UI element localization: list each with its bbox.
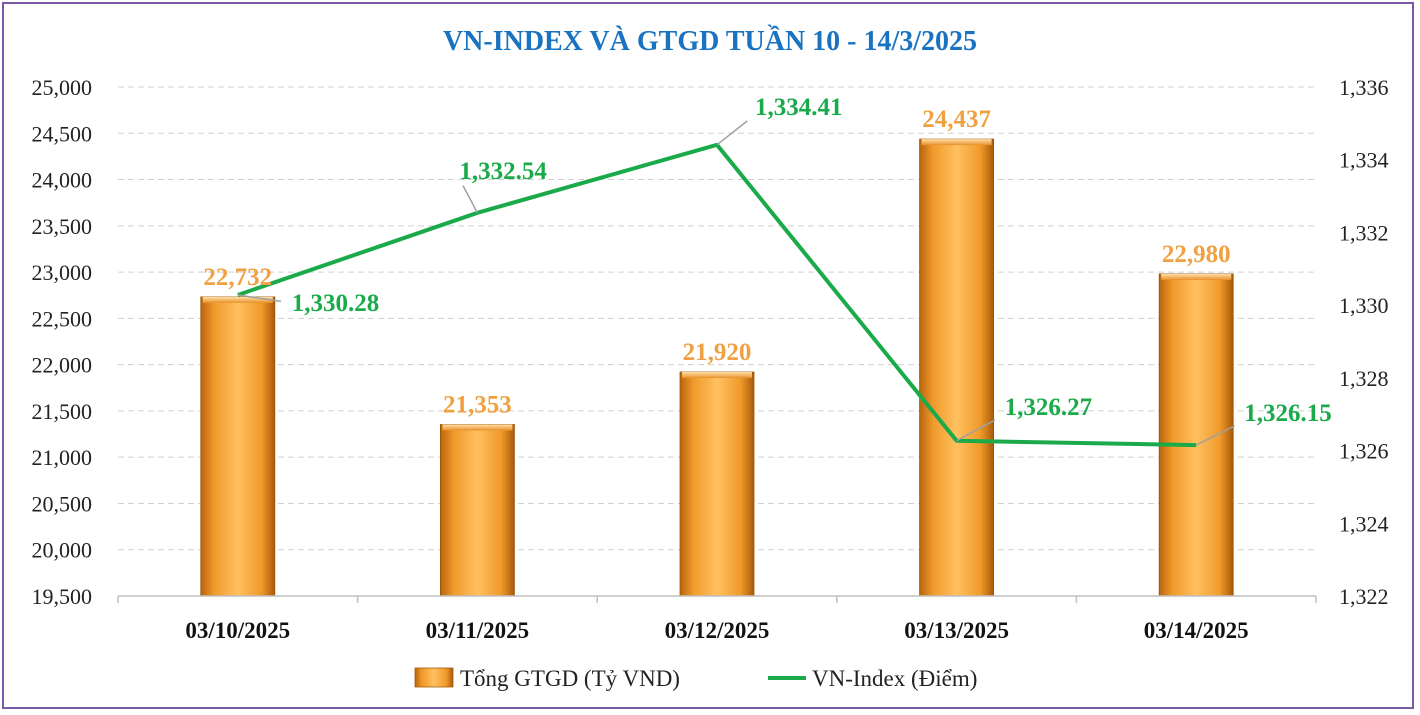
bar-top-bevel bbox=[682, 372, 752, 379]
bar-value-label: 22,732 bbox=[203, 264, 272, 291]
left-tick-label: 23,000 bbox=[32, 260, 93, 285]
right-tick-label: 1,336 bbox=[1339, 75, 1389, 100]
x-tick-label: 03/14/2025 bbox=[1144, 618, 1249, 643]
line-value-label: 1,330.28 bbox=[292, 290, 380, 317]
right-axis: 1,336 1,334 1,332 1,330 1,328 1,326 1,324 1,322 bbox=[1339, 75, 1389, 609]
legend-bar-label: Tổng GTGD (Tỷ VND) bbox=[460, 666, 680, 691]
leader-line bbox=[237, 294, 282, 303]
right-tick-label: 1,334 bbox=[1339, 148, 1389, 173]
line-value-label: 1,326.15 bbox=[1244, 400, 1332, 427]
legend-line-label: VN-Index (Điểm) bbox=[812, 666, 977, 691]
line-value-label: 1,326.27 bbox=[1005, 394, 1093, 421]
left-tick-label: 21,500 bbox=[32, 399, 93, 424]
legend-bar-swatch bbox=[414, 667, 454, 688]
leader-line bbox=[716, 120, 748, 146]
right-tick-label: 1,328 bbox=[1339, 366, 1389, 391]
left-axis: 25,000 24,500 24,000 23,500 23,000 22,500 22,0… bbox=[32, 75, 93, 609]
legend: Tổng GTGD (Tỷ VND) VN-Index (Điểm) bbox=[414, 666, 977, 691]
bar-value-label: 21,353 bbox=[443, 392, 512, 419]
bar-series bbox=[200, 138, 1234, 597]
bar-value-label: 21,920 bbox=[683, 339, 752, 366]
left-tick-label: 22,000 bbox=[32, 353, 93, 378]
right-tick-label: 1,326 bbox=[1339, 439, 1389, 464]
left-tick-label: 23,500 bbox=[32, 214, 93, 239]
data-labels: 22,732 21,353 21,920 24,437 22,980 1,330.28 1,… bbox=[203, 94, 1332, 446]
right-tick-label: 1,332 bbox=[1339, 220, 1389, 245]
left-tick-label: 20,500 bbox=[32, 491, 93, 516]
x-tick-label: 03/10/2025 bbox=[185, 618, 290, 643]
bar-value-label: 22,980 bbox=[1162, 241, 1231, 268]
leader-line bbox=[462, 185, 479, 214]
x-tick-label: 03/11/2025 bbox=[426, 618, 530, 643]
left-tick-label: 22,500 bbox=[32, 306, 93, 331]
leader-line bbox=[1195, 425, 1235, 446]
left-tick-label: 24,500 bbox=[32, 121, 93, 146]
x-tick-label: 03/12/2025 bbox=[665, 618, 770, 643]
left-tick-label: 25,000 bbox=[32, 75, 93, 100]
bar-top-bevel bbox=[442, 424, 513, 431]
bar bbox=[1158, 273, 1234, 597]
bar bbox=[679, 371, 755, 597]
right-tick-label: 1,330 bbox=[1339, 293, 1389, 318]
x-tick-label: 03/13/2025 bbox=[904, 618, 1009, 643]
right-tick-label: 1,324 bbox=[1339, 511, 1389, 536]
chart-title: VN-INDEX VÀ GTGD TUẦN 10 - 14/3/2025 bbox=[443, 25, 977, 57]
x-axis: 03/10/2025 03/11/2025 03/12/2025 03/13/2025… bbox=[117, 595, 1317, 643]
bar-top-bevel bbox=[202, 296, 273, 303]
bar-top-bevel bbox=[1161, 273, 1232, 280]
left-tick-label: 19,500 bbox=[32, 584, 93, 609]
line-value-label: 1,334.41 bbox=[755, 94, 843, 121]
bar bbox=[919, 138, 994, 597]
bar-value-label: 24,437 bbox=[922, 106, 991, 133]
bar bbox=[439, 424, 515, 597]
left-tick-label: 21,000 bbox=[32, 445, 93, 470]
bar bbox=[200, 296, 276, 597]
line-value-label: 1,332.54 bbox=[459, 158, 547, 185]
right-tick-label: 1,322 bbox=[1339, 584, 1389, 609]
left-tick-label: 24,000 bbox=[32, 168, 93, 193]
leader-line bbox=[956, 419, 996, 442]
left-tick-label: 20,000 bbox=[32, 538, 93, 563]
bar-top-bevel bbox=[921, 139, 992, 146]
